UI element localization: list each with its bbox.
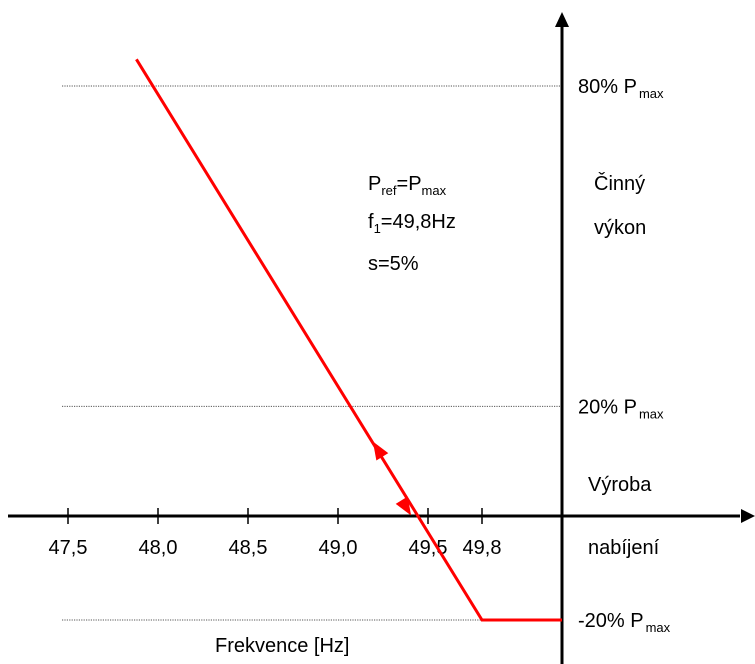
x-tick-label-1: 48,0 — [139, 537, 178, 559]
parameters: Pref=Pmax f1=49,8Hz s=5% — [368, 173, 456, 275]
parameter-1: f1=49,8Hz — [368, 211, 456, 236]
production-label: Výroba — [588, 474, 652, 496]
x-axis-arrow-icon — [741, 509, 755, 523]
x-tick-labels: 47,5 48,0 48,5 49,0 49,5 49,8 — [49, 537, 502, 559]
x-tick-label-3: 49,0 — [319, 537, 358, 559]
x-axis-title: Frekvence [Hz] — [215, 635, 349, 657]
charging-label: nabíjení — [588, 537, 660, 559]
x-tick-label-0: 47,5 — [49, 537, 88, 559]
x-tick-label-4: 49,5 — [409, 537, 448, 559]
x-tick-label-5: 49,8 — [463, 537, 502, 559]
parameter-0: Pref=Pmax — [368, 173, 447, 198]
y-axis-label-line-2: výkon — [594, 217, 646, 239]
y-axis-arrow-icon — [555, 12, 569, 27]
series-layer — [135, 58, 562, 622]
parameter-2: s=5% — [368, 253, 419, 275]
axes — [8, 12, 755, 664]
series-line-0 — [135, 58, 562, 622]
x-tick-marks — [67, 508, 483, 524]
series-arrow-down-icon — [395, 496, 412, 516]
x-tick-label-2: 48,5 — [229, 537, 268, 559]
series-arrow-up-icon — [372, 441, 389, 461]
y-axis-label-line-1: Činný — [594, 172, 645, 195]
